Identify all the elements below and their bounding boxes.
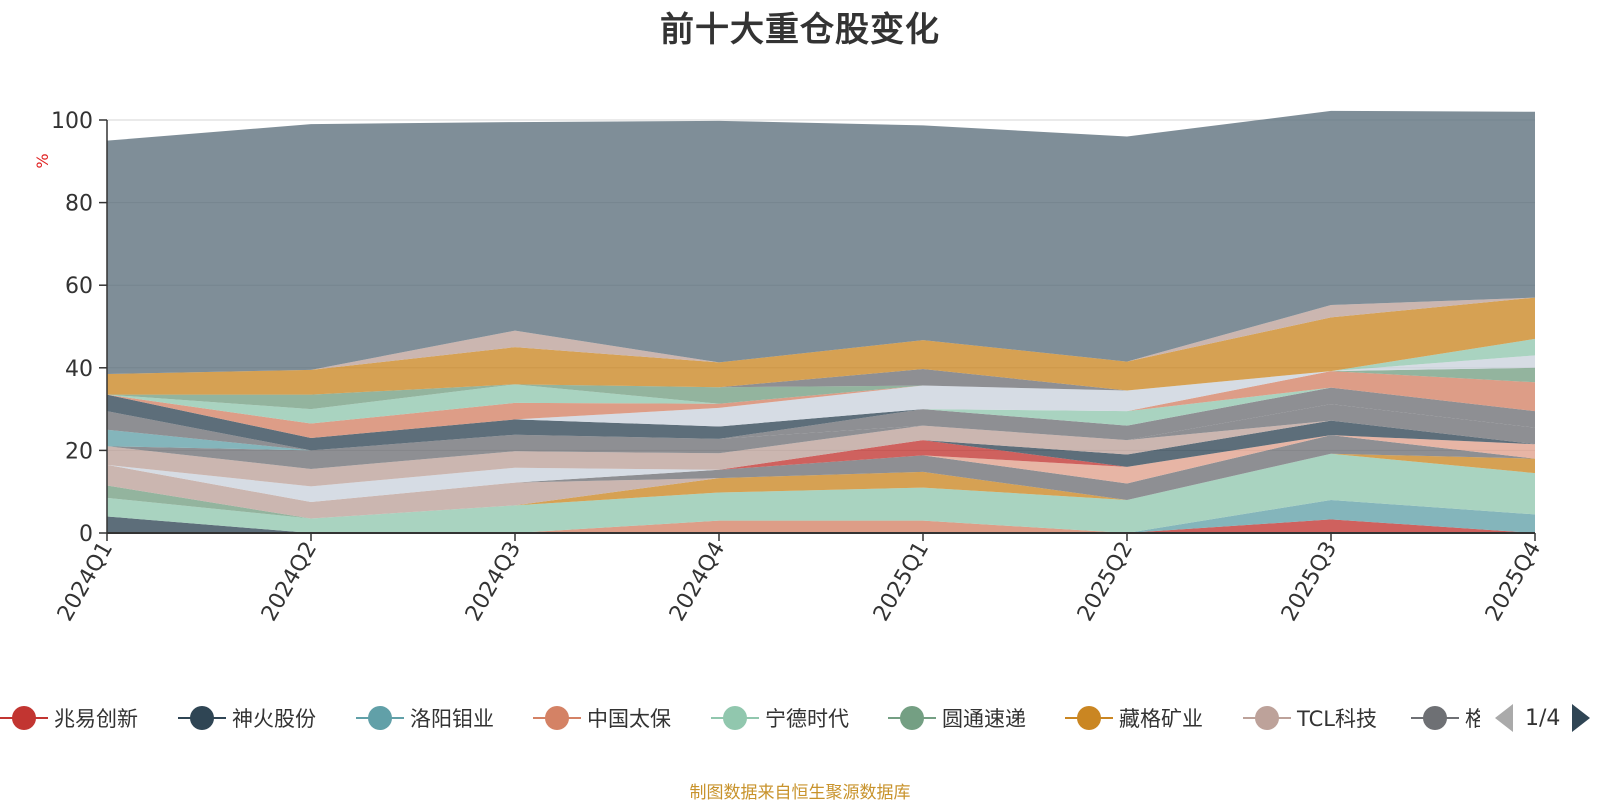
area-series-0: [107, 519, 1535, 533]
legend-item[interactable]: 神火股份: [178, 700, 316, 736]
legend-marker-icon: [533, 700, 581, 736]
x-tick-label: 2024Q1: [53, 538, 118, 626]
legend-marker-icon: [356, 700, 404, 736]
legend-item[interactable]: 藏格矿业: [1065, 700, 1203, 736]
area-series-25: [107, 338, 1535, 395]
legend-item[interactable]: TCL科技: [1243, 700, 1377, 736]
legend-label: 藏格矿业: [1119, 707, 1203, 731]
y-tick-label: 80: [65, 192, 93, 217]
area-series-3: [107, 499, 1535, 533]
legend-item[interactable]: 洛阳钼业: [356, 700, 494, 736]
legend-item[interactable]: 宁德时代: [711, 700, 849, 736]
legend-marker-icon: [1243, 700, 1291, 736]
area-series-28: [107, 110, 1535, 374]
legend-label: 洛阳钼业: [410, 707, 494, 731]
area-series-15: [107, 404, 1535, 451]
legend-label: 中国太保: [587, 707, 671, 731]
area-series-22: [107, 355, 1535, 439]
next-page-icon[interactable]: [1572, 704, 1591, 732]
area-series-13: [107, 420, 1535, 487]
legend-label: 神火股份: [232, 707, 316, 731]
x-tick-label: 2025Q4: [1481, 538, 1546, 626]
area-series-1: [107, 516, 1535, 533]
area-series-26: [107, 297, 1535, 395]
legend-label: 格: [1465, 707, 1480, 731]
area-series-7: [107, 453, 1535, 519]
legend-marker-icon: [1411, 700, 1459, 736]
area-series-8: [107, 435, 1535, 503]
chart-title: 前十大重仓股变化: [660, 10, 940, 50]
x-tick-label: 2025Q1: [869, 538, 934, 626]
stacked-area-chart: 0 20 40 60 80 100 2024Q1 2024Q2 2024Q3 2024Q4 2025…: [33, 109, 1546, 626]
x-tick-label: 2025Q2: [1073, 538, 1138, 626]
legend-marker-icon: [1065, 700, 1113, 736]
legend-label: TCL科技: [1297, 707, 1377, 731]
legend-label: 兆易创新: [54, 707, 138, 731]
area-series-11: [107, 435, 1535, 487]
legend-pager: 1/4: [1495, 700, 1591, 736]
y-tick-label: 100: [51, 109, 93, 134]
area-series-6: [107, 453, 1535, 519]
legend-item[interactable]: 中国太保: [533, 700, 671, 736]
prev-page-icon[interactable]: [1495, 704, 1513, 732]
y-tick-label: 0: [79, 522, 93, 547]
area-series-9: [107, 435, 1535, 503]
area-series-2: [107, 499, 1535, 533]
legend-marker-icon: [711, 700, 759, 736]
area-series-18: [107, 371, 1535, 451]
legend-item[interactable]: 兆易创新: [0, 700, 138, 736]
area-series-10: [107, 435, 1535, 487]
y-tick-label: 20: [65, 439, 93, 464]
legend-page-indicator: 1/4: [1525, 705, 1561, 731]
y-axis-label: %: [33, 153, 52, 168]
area-series-27: [107, 297, 1535, 374]
series-areas: [107, 110, 1535, 533]
y-tick-label: 60: [65, 274, 93, 299]
area-series-20: [107, 367, 1535, 451]
data-source-note: 制图数据来自恒生聚源数据库: [689, 783, 911, 803]
area-series-23: [107, 338, 1535, 424]
y-tick-label: 40: [65, 357, 93, 382]
x-tick-label: 2024Q2: [257, 538, 322, 626]
legend-item[interactable]: 格: [1411, 700, 1480, 736]
legend-marker-icon: [0, 700, 48, 736]
legend: 兆易创新 神火股份 洛阳钼业 中国太保 宁德时代 圆通速递 藏格矿业 TCL科技 格 1/4: [0, 700, 1600, 736]
area-series-24: [107, 338, 1535, 410]
area-series-5: [107, 453, 1535, 519]
x-tick-label: 2024Q4: [665, 538, 730, 626]
legend-label: 宁德时代: [765, 707, 849, 731]
legend-marker-icon: [888, 700, 936, 736]
legend-items: 兆易创新 神火股份 洛阳钼业 中国太保 宁德时代 圆通速递 藏格矿业 TCL科技 格: [0, 700, 1480, 736]
x-tick-label: 2024Q3: [461, 538, 526, 626]
legend-label: 圆通速递: [942, 707, 1026, 731]
x-tick-label: 2025Q3: [1277, 538, 1342, 626]
legend-marker-icon: [178, 700, 226, 736]
area-series-14: [107, 404, 1535, 469]
area-series-4: [107, 453, 1535, 533]
area-series-16: [107, 387, 1535, 451]
legend-item[interactable]: 圆通速递: [888, 700, 1026, 736]
area-series-21: [107, 355, 1535, 439]
